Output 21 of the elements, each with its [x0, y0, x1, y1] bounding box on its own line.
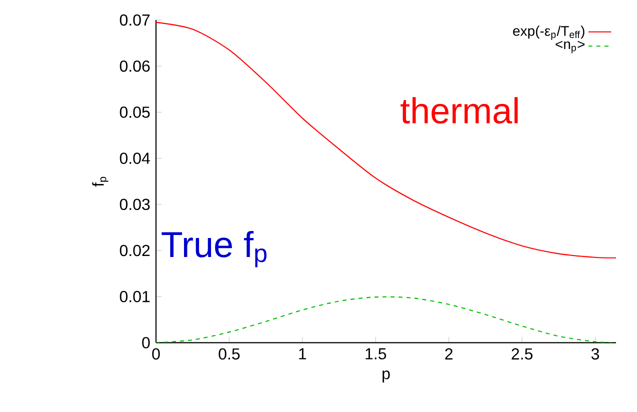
y-tick-label: 0.04: [120, 152, 150, 164]
legend-label: <n$_{p}$>: [556, 40, 585, 54]
y-tick-label: 0.01: [120, 290, 150, 302]
y-tick-label: 0.05: [120, 106, 150, 118]
x-tick-label: 1.5: [366, 348, 386, 360]
x-tick-label: 2.5: [512, 348, 532, 360]
x-tick-label: 1: [299, 348, 306, 360]
x-tick-label: 3: [591, 348, 600, 360]
y-tick-label: 0.03: [120, 198, 150, 210]
annotation: True f$_{p}$: [162, 230, 267, 268]
y-tick-label: 0.02: [120, 244, 150, 256]
x-tick-label: 0.5: [218, 348, 240, 360]
annotation: thermal: [400, 97, 518, 124]
y-tick-label: 0.06: [120, 60, 150, 72]
y-tick-label: 0.07: [120, 14, 150, 26]
legend-label: exp(-ε$_{p}$/T$_{eff}$): [513, 26, 584, 40]
x-tick-label: 0: [152, 348, 160, 360]
x-axis-title: p: [382, 370, 390, 382]
y-axis-title: f$_{p}$: [92, 176, 108, 187]
x-tick-label: 2: [445, 348, 452, 360]
y-tick-label: 0: [142, 337, 150, 348]
